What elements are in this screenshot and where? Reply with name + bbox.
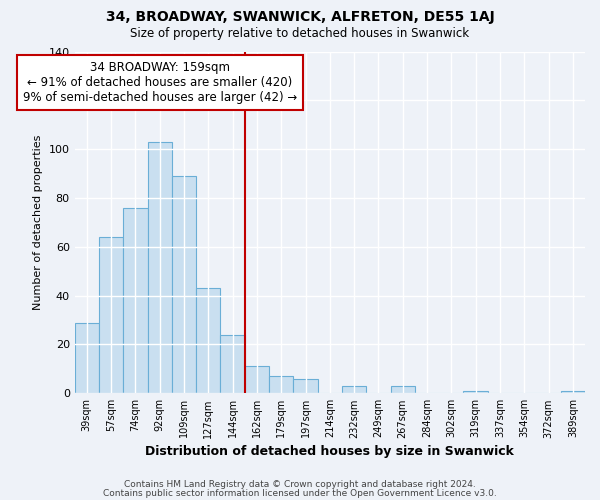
Bar xyxy=(391,386,415,394)
Text: 34, BROADWAY, SWANWICK, ALFRETON, DE55 1AJ: 34, BROADWAY, SWANWICK, ALFRETON, DE55 1… xyxy=(106,10,494,24)
Text: Contains public sector information licensed under the Open Government Licence v3: Contains public sector information licen… xyxy=(103,488,497,498)
X-axis label: Distribution of detached houses by size in Swanwick: Distribution of detached houses by size … xyxy=(145,444,514,458)
Bar xyxy=(342,386,366,394)
Text: 34 BROADWAY: 159sqm
← 91% of detached houses are smaller (420)
9% of semi-detach: 34 BROADWAY: 159sqm ← 91% of detached ho… xyxy=(23,62,297,104)
Bar xyxy=(74,322,99,394)
Bar xyxy=(196,288,220,394)
Bar xyxy=(99,237,123,394)
Bar xyxy=(220,334,245,394)
Bar xyxy=(172,176,196,394)
Bar xyxy=(560,391,585,394)
Y-axis label: Number of detached properties: Number of detached properties xyxy=(33,134,43,310)
Text: Size of property relative to detached houses in Swanwick: Size of property relative to detached ho… xyxy=(130,28,470,40)
Text: Contains HM Land Registry data © Crown copyright and database right 2024.: Contains HM Land Registry data © Crown c… xyxy=(124,480,476,489)
Bar xyxy=(148,142,172,394)
Bar xyxy=(463,391,488,394)
Bar xyxy=(245,366,269,394)
Bar xyxy=(269,376,293,394)
Bar xyxy=(293,378,317,394)
Bar xyxy=(123,208,148,394)
